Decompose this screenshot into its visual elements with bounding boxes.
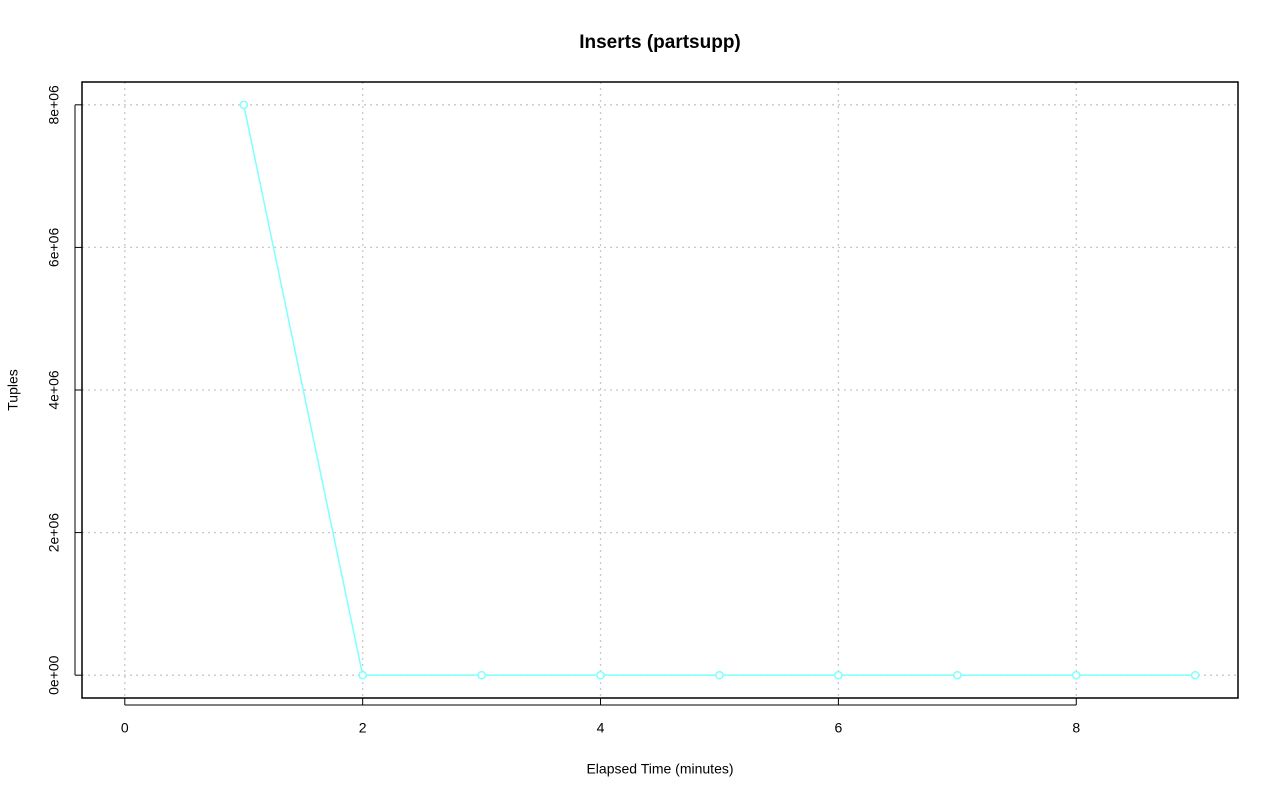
data-point bbox=[1190, 670, 1200, 680]
chart-title: Inserts (partsupp) bbox=[579, 32, 741, 53]
y-tick-label: 8e+06 bbox=[46, 85, 62, 125]
y-tick-label: 6e+06 bbox=[46, 228, 62, 268]
data-point bbox=[715, 670, 724, 680]
data-point bbox=[239, 100, 249, 110]
data-point bbox=[358, 670, 368, 680]
data-point bbox=[952, 670, 962, 680]
data-point bbox=[596, 670, 605, 680]
x-tick-label: 6 bbox=[834, 720, 842, 736]
data-point bbox=[834, 670, 843, 680]
x-tick-label: 8 bbox=[1072, 720, 1080, 736]
plot-frame bbox=[81, 81, 1239, 699]
y-tick-label: 4e+06 bbox=[46, 370, 62, 410]
x-tick-label: 4 bbox=[597, 720, 605, 736]
y-tick-label: 0e+00 bbox=[46, 655, 62, 695]
x-axis-title: Elapsed Time (minutes) bbox=[586, 761, 733, 777]
data-point bbox=[1071, 670, 1081, 680]
x-tick-label: 2 bbox=[359, 720, 367, 736]
y-axis-title: Tuples bbox=[5, 369, 21, 411]
data-point bbox=[477, 670, 486, 680]
y-tick-label: 2e+06 bbox=[46, 513, 62, 553]
x-tick-label: 0 bbox=[121, 720, 129, 736]
